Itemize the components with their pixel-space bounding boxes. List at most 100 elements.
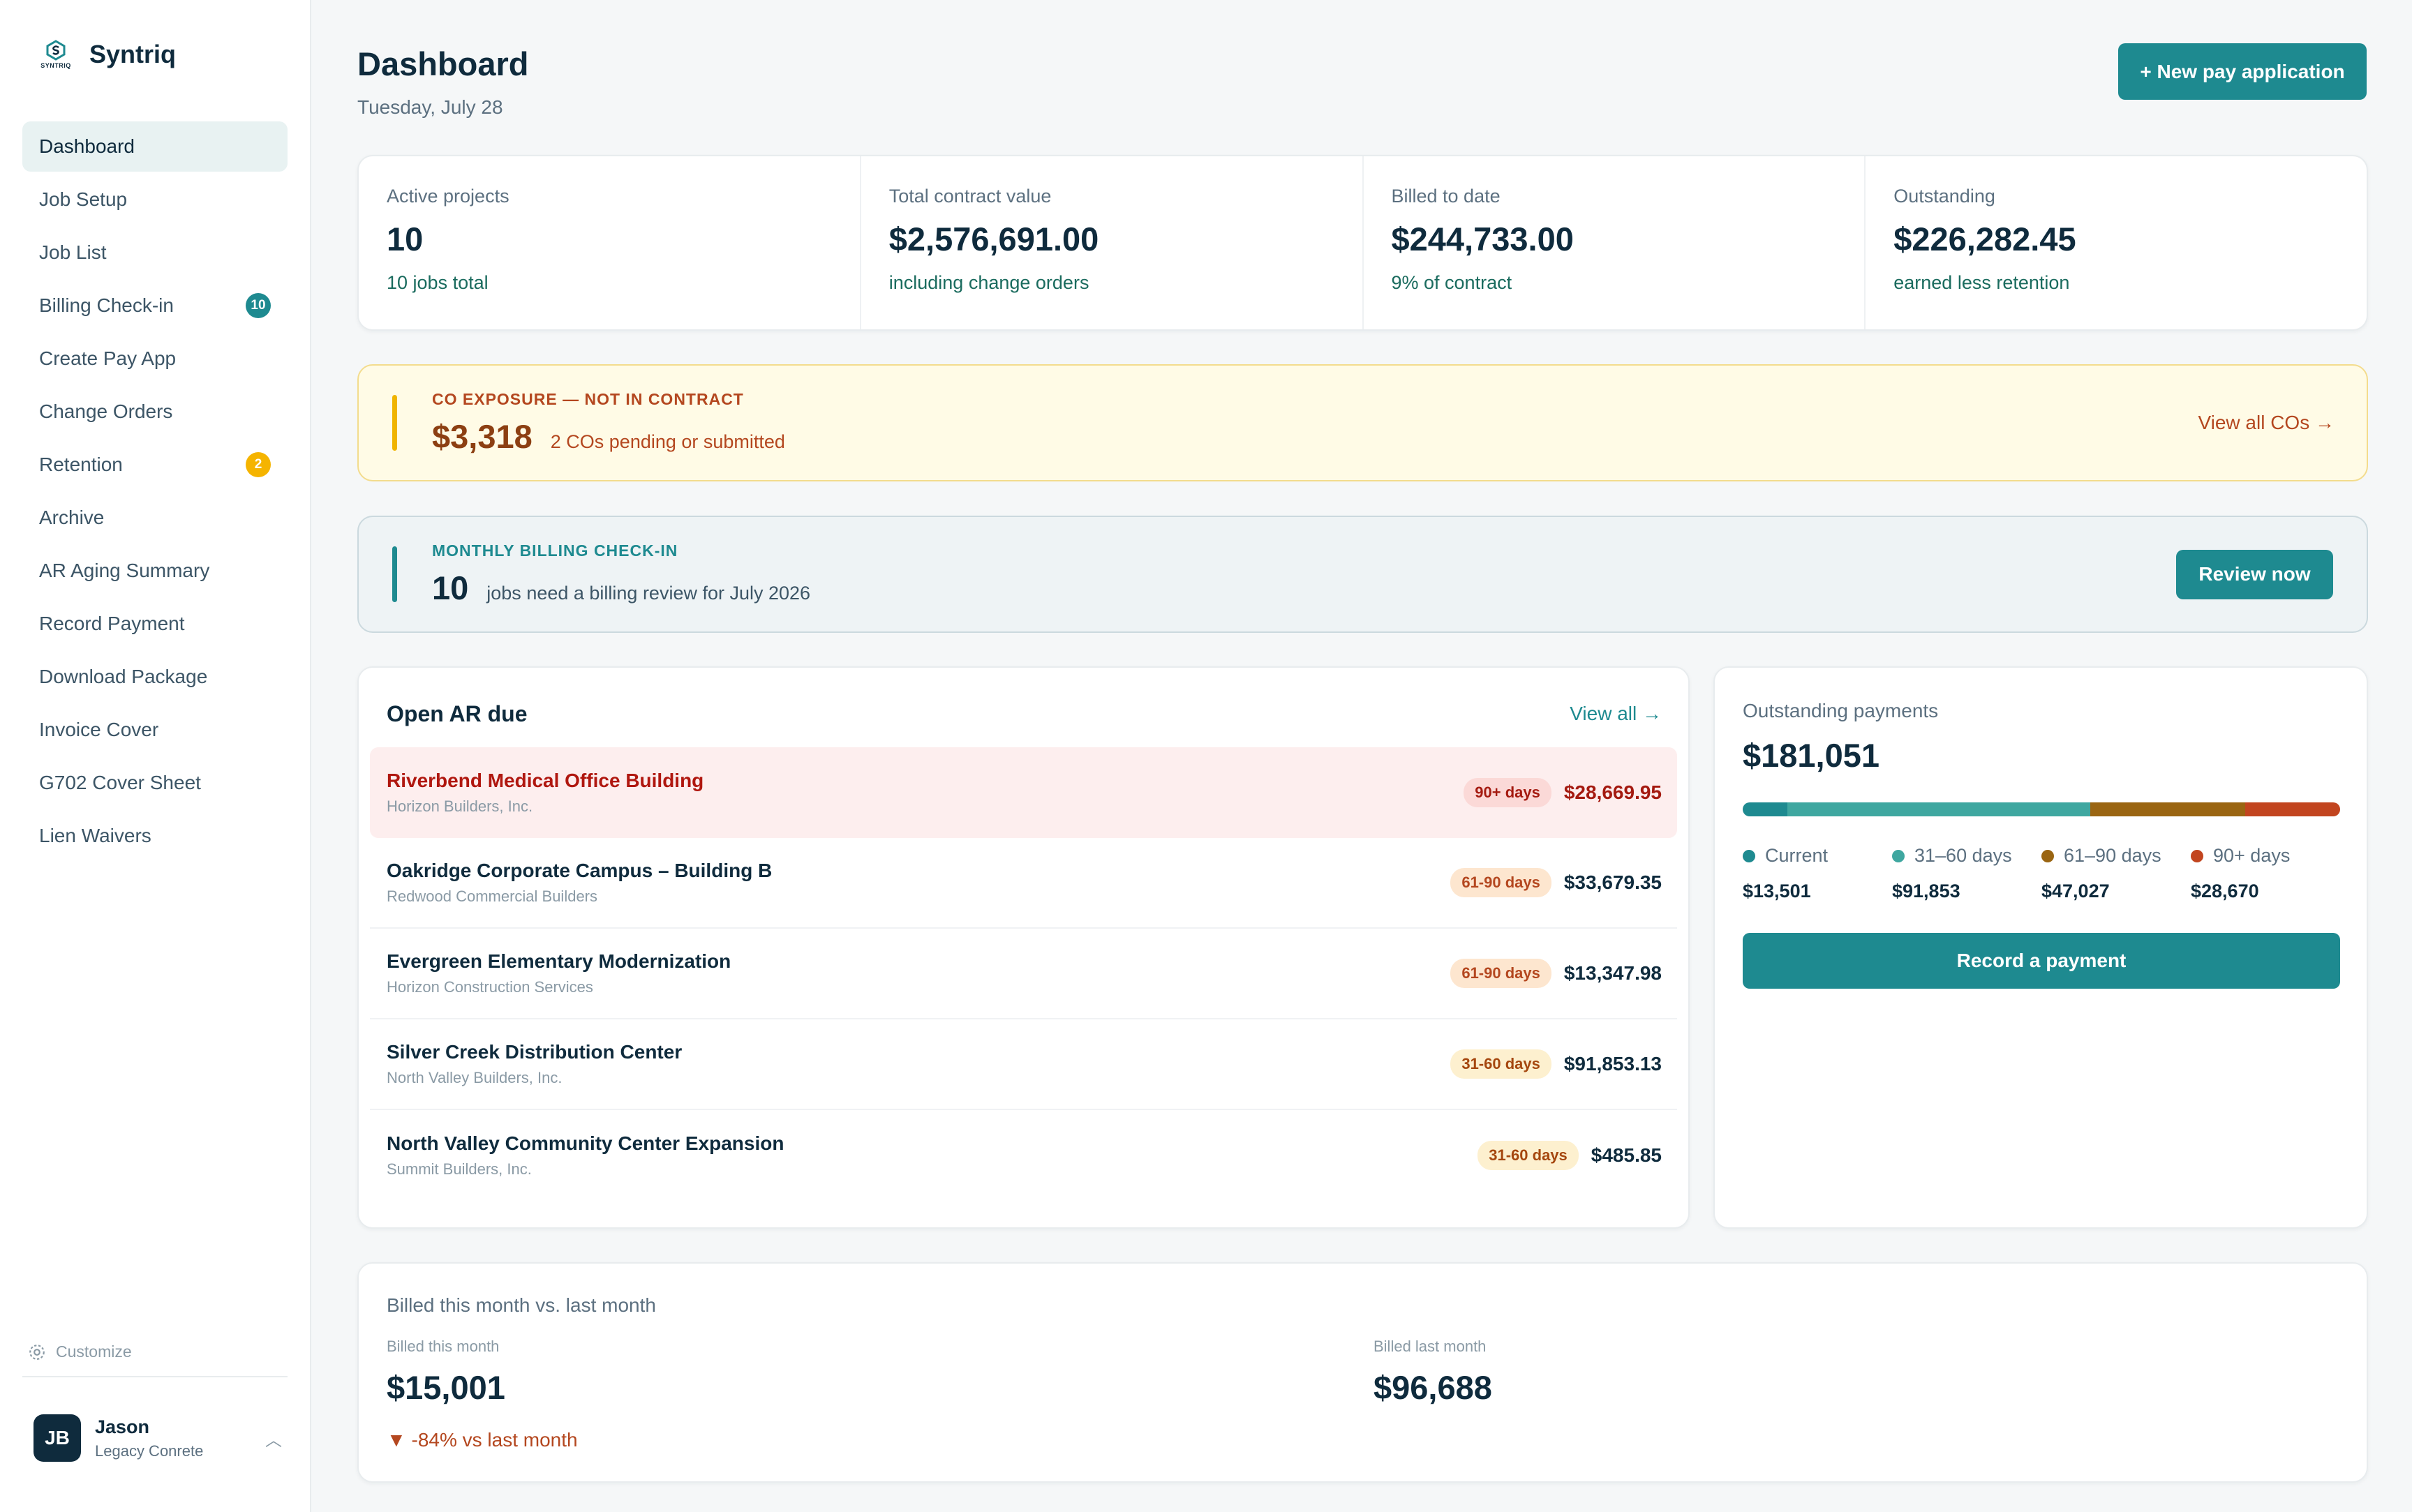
legend-dot-icon xyxy=(1892,849,1905,862)
open-ar-view-all-link[interactable]: View all → xyxy=(1570,703,1662,724)
co-description: 2 COs pending or submitted xyxy=(550,431,785,452)
sidebar-item-job-list[interactable]: Job List xyxy=(22,227,288,278)
ar-row[interactable]: Silver Creek Distribution Center North Va… xyxy=(370,1019,1677,1110)
sidebar-item-job-setup[interactable]: Job Setup xyxy=(22,174,288,225)
sidebar-item-label: Create Pay App xyxy=(39,347,177,369)
stat-subtext: 10 jobs total xyxy=(387,272,489,293)
aging-legend-item: 90+ days $28,670 xyxy=(2191,845,2340,902)
sidebar-item-billing-check-in[interactable]: Billing Check-in 10 xyxy=(22,280,288,331)
sidebar-item-g702-cover-sheet[interactable]: G702 Cover Sheet xyxy=(22,758,288,808)
sidebar-item-download-package[interactable]: Download Package xyxy=(22,652,288,702)
ar-row[interactable]: Riverbend Medical Office Building Horizon… xyxy=(370,747,1677,838)
brand-mini-text: SYNTRIQ xyxy=(40,62,71,69)
brand-name: Syntriq xyxy=(89,40,177,68)
ar-row-info: Evergreen Elementary Modernization Horizo… xyxy=(387,950,1450,996)
stat-label: Active projects xyxy=(387,186,509,207)
stat-value: 10 xyxy=(387,220,424,257)
aging-legend-text: 90+ days xyxy=(2213,845,2291,866)
record-payment-button[interactable]: Record a payment xyxy=(1743,933,2340,989)
stat-label: Total contract value xyxy=(888,186,1052,207)
aging-legend-value: $91,853 xyxy=(1892,881,1960,901)
open-ar-title: Open AR due xyxy=(387,701,528,726)
stat-tile: Total contract value $2,576,691.00 includi… xyxy=(861,156,1364,329)
view-all-cos-link[interactable]: View all COs → xyxy=(2198,412,2335,433)
aging-legend-item: 31–60 days $91,853 xyxy=(1892,845,2041,902)
stat-value: $244,733.00 xyxy=(1391,220,1574,257)
sidebar-item-retention[interactable]: Retention 2 xyxy=(22,440,288,490)
legend-dot-icon xyxy=(2191,849,2203,862)
sidebar-item-label: AR Aging Summary xyxy=(39,560,210,581)
ar-project-name: North Valley Community Center Expansion xyxy=(387,1132,784,1154)
stat-subtext: earned less retention xyxy=(1893,272,2070,293)
sidebar-item-invoice-cover[interactable]: Invoice Cover xyxy=(22,705,288,755)
ar-row[interactable]: Oakridge Corporate Campus – Building B Re… xyxy=(370,838,1677,929)
sidebar-item-label: Download Package xyxy=(39,666,208,687)
ar-row-info: Oakridge Corporate Campus – Building B Re… xyxy=(387,860,1450,906)
ar-amount: $28,669.95 xyxy=(1563,781,1662,803)
billed-last-month: Billed last month $96,688 xyxy=(1374,1338,1492,1407)
user-menu[interactable]: JB Jason Legacy Conrete ︿ xyxy=(34,1414,282,1462)
sidebar-item-label: Retention xyxy=(39,454,123,475)
ar-row-info: Riverbend Medical Office Building Horizon… xyxy=(387,770,1464,816)
sidebar-item-create-pay-app[interactable]: Create Pay App xyxy=(22,334,288,384)
new-pay-application-button[interactable]: + New pay application xyxy=(2118,43,2367,100)
outstanding-payments-total: $181,051 xyxy=(1743,737,1880,774)
outstanding-payments-card: Outstanding payments $181,051 Current $13… xyxy=(1713,666,2368,1229)
aging-legend-text: Current xyxy=(1765,845,1829,866)
sidebar-divider xyxy=(22,1376,288,1377)
aging-stacked-bar xyxy=(1743,802,2340,816)
stat-tile: Billed to date $244,733.00 9% of contract xyxy=(1364,156,1866,329)
sidebar-item-ar-aging-summary[interactable]: AR Aging Summary xyxy=(22,546,288,596)
customize-link[interactable]: Customize xyxy=(28,1342,132,1361)
page-date: Tuesday, July 28 xyxy=(357,96,503,118)
aging-legend-label: 61–90 days xyxy=(2041,845,2191,867)
banner-accent xyxy=(392,546,397,602)
sidebar-item-label: Job List xyxy=(39,241,107,263)
ar-row[interactable]: Evergreen Elementary Modernization Horizo… xyxy=(370,929,1677,1019)
co-kicker: CO EXPOSURE — NOT IN CONTRACT xyxy=(432,390,744,408)
ar-row[interactable]: North Valley Community Center Expansion S… xyxy=(370,1110,1677,1201)
open-ar-card: Open AR due View all → Riverbend Medical… xyxy=(357,666,1690,1229)
sidebar-item-label: Lien Waivers xyxy=(39,825,151,846)
aging-badge: 61-90 days xyxy=(1450,868,1551,897)
gear-icon xyxy=(29,1344,45,1360)
user-org: Legacy Conrete xyxy=(95,1442,204,1460)
aging-legend-value: $28,670 xyxy=(2191,881,2259,901)
sidebar-item-record-payment[interactable]: Record Payment xyxy=(22,599,288,649)
ar-client-name: Horizon Builders, Inc. xyxy=(387,798,533,815)
sidebar-item-change-orders[interactable]: Change Orders xyxy=(22,387,288,437)
sidebar-item-label: Dashboard xyxy=(39,135,135,157)
sidebar-item-lien-waivers[interactable]: Lien Waivers xyxy=(22,811,288,861)
sidebar-item-dashboard[interactable]: Dashboard xyxy=(22,121,288,172)
billed-last-month-value: $96,688 xyxy=(1374,1369,1492,1406)
billed-compare-card: Billed this month vs. last month Billed … xyxy=(357,1262,2368,1483)
sidebar-item-label: Invoice Cover xyxy=(39,719,159,740)
aging-bar-segment xyxy=(1743,802,1787,816)
sidebar-item-label: Change Orders xyxy=(39,401,173,422)
stat-tile: Active projects 10 10 jobs total xyxy=(359,156,861,329)
brand[interactable]: SYNTRIQ Syntriq xyxy=(22,0,288,109)
co-amount: $3,318 xyxy=(432,418,533,455)
ar-amount: $91,853.13 xyxy=(1563,1053,1662,1075)
chevron-up-icon[interactable]: ︿ xyxy=(265,1430,282,1450)
sidebar: SYNTRIQ Syntriq Dashboard Job Setup Job Li… xyxy=(0,0,311,1512)
aging-legend-label: 90+ days xyxy=(2191,845,2340,867)
stat-value: $2,576,691.00 xyxy=(888,220,1099,257)
ar-amount: $485.85 xyxy=(1591,1144,1662,1166)
ar-project-name: Silver Creek Distribution Center xyxy=(387,1041,683,1063)
sidebar-item-label: Record Payment xyxy=(39,613,185,634)
stat-label: Outstanding xyxy=(1893,186,1995,207)
aging-bar-segment xyxy=(1787,802,2091,816)
aging-bar-segment xyxy=(2090,802,2246,816)
main-content: Dashboard Tuesday, July 28 + New pay app… xyxy=(311,0,2412,1512)
legend-dot-icon xyxy=(1743,849,1755,862)
sidebar-item-label: Billing Check-in xyxy=(39,294,174,316)
billing-description: jobs need a billing review for July 2026 xyxy=(486,583,811,604)
sidebar-item-archive[interactable]: Archive xyxy=(22,493,288,543)
ar-row-info: Silver Creek Distribution Center North Va… xyxy=(387,1041,1450,1087)
review-now-button[interactable]: Review now xyxy=(2176,549,2333,599)
sidebar-nav: Dashboard Job Setup Job List Billing Check-… xyxy=(22,121,288,861)
billed-last-month-label: Billed last month xyxy=(1374,1338,1487,1355)
aging-legend-label: Current xyxy=(1743,845,1892,867)
aging-legend-text: 31–60 days xyxy=(1914,845,2012,866)
